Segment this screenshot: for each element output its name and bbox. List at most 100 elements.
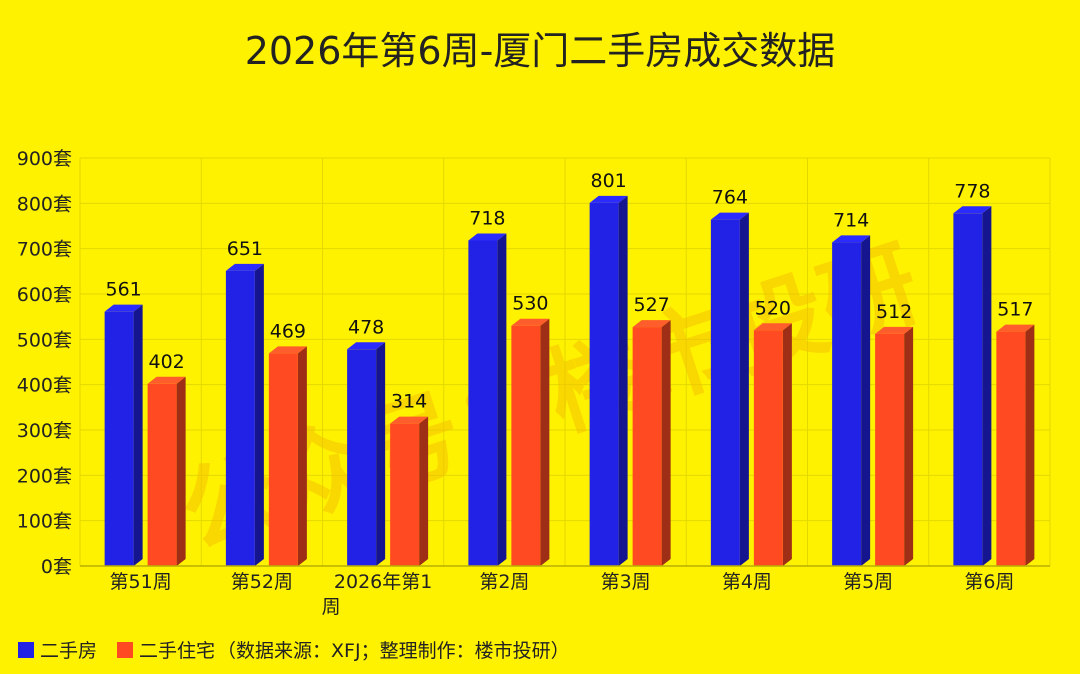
y-tick-label: 900套 [17,148,72,170]
bar-zhuzhai-3 [511,318,550,566]
bar-ershoufang-4 [589,195,628,566]
x-tick-label: 第51周 [110,571,172,593]
data-label: 517 [997,299,1033,321]
bar-front [589,202,619,566]
bar-side [782,323,792,566]
x-tick-label: 2026年第1 周 [322,571,433,618]
x-tick-label: 第5周 [843,571,893,593]
data-label: 801 [590,170,626,192]
bar-zhuzhai-7 [996,324,1035,566]
y-tick-label: 300套 [17,420,72,442]
bar-front [996,331,1026,566]
bar-front [268,353,298,566]
bar-front [390,423,420,566]
bar-front [468,240,498,567]
bar-top [632,320,671,328]
y-tick-label: 400套 [17,375,72,397]
bar-front [147,383,177,566]
bar-side [497,233,507,567]
data-label: 561 [105,279,141,301]
bar-side [540,318,550,566]
data-label: 714 [833,209,869,231]
bar-front [875,333,905,566]
bar-top [710,212,749,220]
y-tick-label: 800套 [17,193,72,215]
data-label: 778 [954,180,990,202]
x-tick-label: 第6周 [964,571,1014,593]
legend-label: 二手房 [40,640,97,662]
bar-top [468,233,507,241]
bar-front [753,330,783,566]
y-axis: 0套 100套 200套 300套 400套 500套 600套 700套 800套 900套 [17,148,72,578]
bar-side [176,376,186,566]
bar-front [710,219,740,567]
bar-side [861,235,871,566]
bars [104,195,1035,567]
bar-top [147,376,186,384]
x-tick-label: 第4周 [722,571,772,593]
data-label: 402 [148,351,184,373]
data-label: 764 [712,187,748,209]
bar-front [632,327,662,566]
x-tick-label: 第3周 [601,571,651,593]
bar-top [104,304,143,312]
bar-side [419,416,429,566]
legend: 二手房 二手住宅 （数据来源：XFJ；整理制作：楼市投研） [18,640,570,662]
data-label: 314 [391,391,427,413]
bar-zhuzhai-4 [632,320,671,566]
y-tick-label: 0套 [41,556,72,578]
source-note: （数据来源：XFJ；整理制作：楼市投研） [217,640,570,662]
bar-top [996,324,1035,332]
bar-top [268,346,307,354]
x-axis: 第51周 第52周 2026年第1 周 第2周 第3周 第4周 第5周 第6周 [80,565,1050,618]
x-tick-label: 第2周 [479,571,529,593]
x-tick-label: 第52周 [231,571,293,593]
bar-ershoufang-7 [953,206,992,566]
bar-front [225,270,255,566]
data-labels: 561 402 651 469 478 314 718 530 801 527 764 520 714 5… [105,170,1033,413]
data-label: 718 [469,208,505,230]
bar-top [832,235,871,243]
data-label: 530 [512,293,548,315]
data-label: 520 [755,297,791,319]
bar-front [347,349,377,566]
y-tick-label: 100套 [17,511,72,533]
data-label: 478 [348,316,384,338]
bar-zhuzhai-0 [147,376,186,566]
bar-ershoufang-6 [832,235,871,566]
bar-top [875,326,914,334]
bar-side [618,195,628,566]
legend-swatch [117,642,134,658]
bar-side [1025,324,1035,566]
bar-ershoufang-1 [225,263,264,566]
data-label: 651 [227,238,263,260]
legend-label: 二手住宅 [139,640,215,662]
data-label: 527 [633,294,669,316]
bar-side [982,206,992,566]
bar-zhuzhai-2 [390,416,429,566]
data-label: 469 [270,320,306,342]
data-label: 512 [876,301,912,323]
y-tick-label: 500套 [17,329,72,351]
bar-ershoufang-0 [104,304,143,566]
bar-side [739,212,749,567]
bar-top [953,206,992,214]
bar-zhuzhai-5 [753,323,792,566]
bar-side [661,320,671,566]
y-tick-label: 200套 [17,465,72,487]
bar-side [376,342,386,566]
bar-side [254,263,264,566]
bar-ershoufang-3 [468,233,507,567]
bar-zhuzhai-1 [268,346,307,566]
y-tick-label: 700套 [17,239,72,261]
bar-side [133,304,143,566]
bar-side [297,346,307,566]
chart-title: 2026年第6周-厦门二手房成交数据 [245,29,836,73]
bar-top [390,416,429,424]
bar-side [904,326,914,566]
bar-top [511,318,550,326]
bar-top [225,263,264,271]
legend-swatch [18,642,34,658]
